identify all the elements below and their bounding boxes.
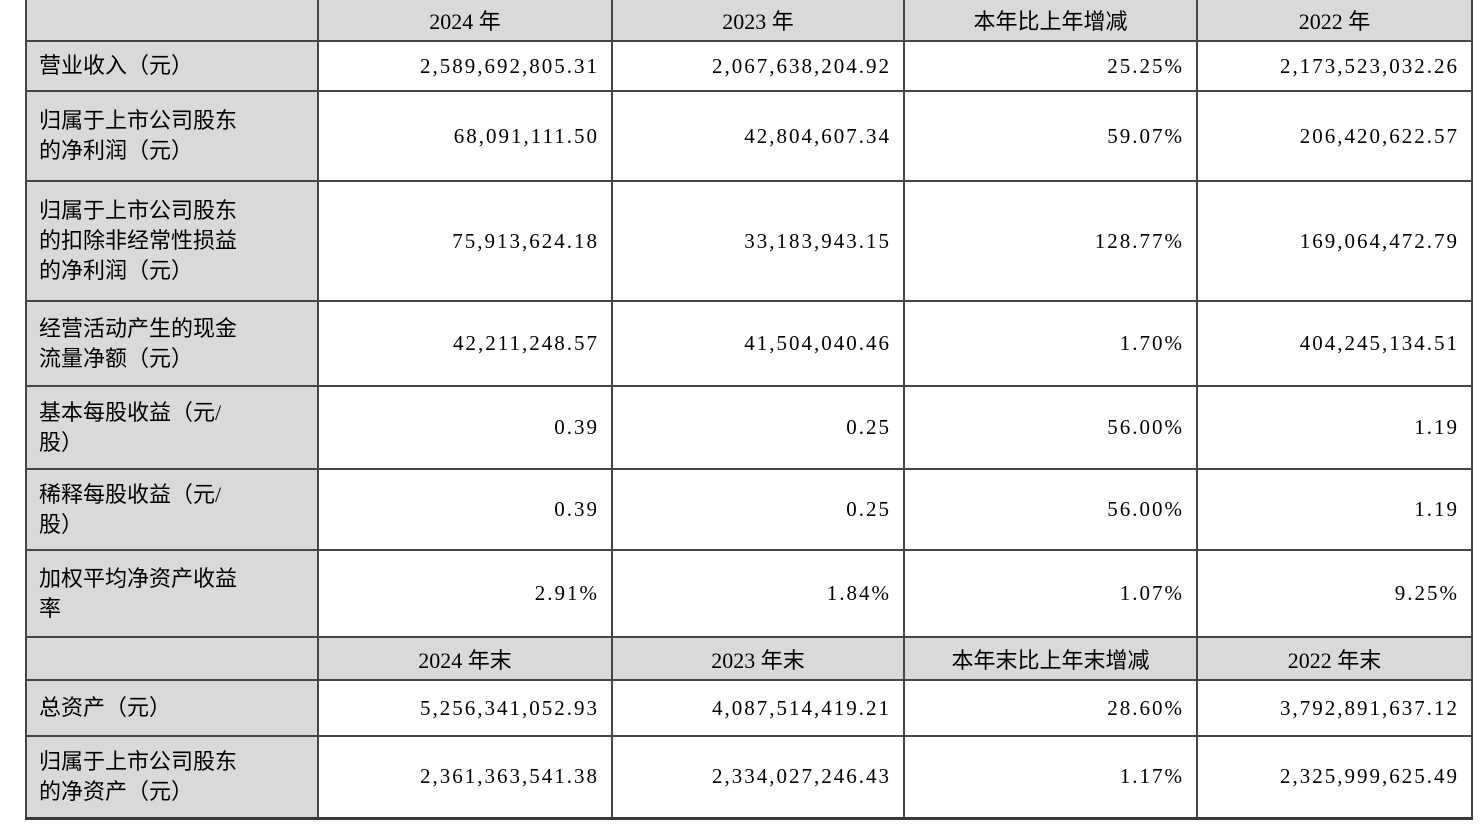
value-cell: 1.07%: [903, 549, 1198, 638]
col-header-2023: 2023 年: [611, 0, 905, 42]
value-cell: 9.25%: [1196, 549, 1473, 638]
value-cell: 25.25%: [903, 40, 1198, 92]
financial-summary-region: 2024 年 2023 年 本年比上年增减 2022 年 营业收入（元） 2,5…: [25, 0, 1473, 820]
value-cell: 0.25: [611, 385, 905, 470]
row-label-cell: 总资产（元）: [25, 679, 319, 737]
col-header-2024: 2024 年: [317, 0, 613, 42]
row-label-cell: 加权平均净资产收益 率: [25, 549, 319, 638]
value-cell: 2.91%: [317, 549, 613, 638]
row-label-cell: 归属于上市公司股东 的扣除非经常性损益 的净利润（元）: [25, 180, 319, 302]
value-cell: 2,589,692,805.31: [317, 40, 613, 92]
value-cell: 28.60%: [903, 679, 1198, 737]
col-header-2022: 2022 年: [1196, 0, 1473, 42]
col-header-2024-end: 2024 年末: [317, 636, 613, 681]
value-cell: 5,256,341,052.93: [317, 679, 613, 737]
table-row-operating-cash-flow: 经营活动产生的现金 流量净额（元） 42,211,248.57 41,504,0…: [25, 300, 1473, 387]
table-row-total-assets: 总资产（元） 5,256,341,052.93 4,087,514,419.21…: [25, 679, 1473, 737]
col-header-yoy-change: 本年比上年增减: [903, 0, 1198, 42]
value-cell: 169,064,472.79: [1196, 180, 1473, 302]
row-label-cell: 营业收入（元）: [25, 40, 319, 92]
value-cell: 1.19: [1196, 468, 1473, 551]
value-cell: 75,913,624.18: [317, 180, 613, 302]
financial-indicators-table: 2024 年 2023 年 本年比上年增减 2022 年 营业收入（元） 2,5…: [25, 0, 1473, 820]
table-row-net-profit-excl-nonrecurring: 归属于上市公司股东 的扣除非经常性损益 的净利润（元） 75,913,624.1…: [25, 180, 1473, 302]
value-cell: 56.00%: [903, 468, 1198, 551]
value-cell: 2,325,999,625.49: [1196, 735, 1473, 820]
value-cell: 1.70%: [903, 300, 1198, 387]
value-cell: 404,245,134.51: [1196, 300, 1473, 387]
value-cell: 0.25: [611, 468, 905, 551]
row-label-cell: 归属于上市公司股东 的净资产（元）: [25, 735, 319, 820]
corner-cell: [25, 0, 319, 42]
col-header-2022-end: 2022 年末: [1196, 636, 1473, 681]
value-cell: 2,067,638,204.92: [611, 40, 905, 92]
value-cell: 2,173,523,032.26: [1196, 40, 1473, 92]
value-cell: 42,804,607.34: [611, 90, 905, 182]
value-cell: 68,091,111.50: [317, 90, 613, 182]
table-row-net-assets: 归属于上市公司股东 的净资产（元） 2,361,363,541.38 2,334…: [25, 735, 1473, 820]
value-cell: 0.39: [317, 468, 613, 551]
col-header-2023-end: 2023 年末: [611, 636, 905, 681]
value-cell: 0.39: [317, 385, 613, 470]
table-row-net-profit: 归属于上市公司股东 的净利润（元） 68,091,111.50 42,804,6…: [25, 90, 1473, 182]
value-cell: 3,792,891,637.12: [1196, 679, 1473, 737]
value-cell: 2,334,027,246.43: [611, 735, 905, 820]
col-header-yearend-change: 本年末比上年末增减: [903, 636, 1198, 681]
value-cell: 4,087,514,419.21: [611, 679, 905, 737]
value-cell: 2,361,363,541.38: [317, 735, 613, 820]
table-row-basic-eps: 基本每股收益（元/ 股） 0.39 0.25 56.00% 1.19: [25, 385, 1473, 470]
table-row-revenue: 营业收入（元） 2,589,692,805.31 2,067,638,204.9…: [25, 40, 1473, 92]
table-row-diluted-eps: 稀释每股收益（元/ 股） 0.39 0.25 56.00% 1.19: [25, 468, 1473, 551]
value-cell: 42,211,248.57: [317, 300, 613, 387]
corner-cell: [25, 636, 319, 681]
period-header-row-2: 2024 年末 2023 年末 本年末比上年末增减 2022 年末: [25, 636, 1473, 681]
table-row-weighted-avg-roe: 加权平均净资产收益 率 2.91% 1.84% 1.07% 9.25%: [25, 549, 1473, 638]
value-cell: 33,183,943.15: [611, 180, 905, 302]
value-cell: 1.17%: [903, 735, 1198, 820]
value-cell: 41,504,040.46: [611, 300, 905, 387]
row-label-cell: 稀释每股收益（元/ 股）: [25, 468, 319, 551]
row-label-cell: 经营活动产生的现金 流量净额（元）: [25, 300, 319, 387]
period-header-row-1: 2024 年 2023 年 本年比上年增减 2022 年: [25, 0, 1473, 42]
value-cell: 59.07%: [903, 90, 1198, 182]
value-cell: 56.00%: [903, 385, 1198, 470]
value-cell: 128.77%: [903, 180, 1198, 302]
value-cell: 1.84%: [611, 549, 905, 638]
row-label-cell: 基本每股收益（元/ 股）: [25, 385, 319, 470]
value-cell: 1.19: [1196, 385, 1473, 470]
row-label-cell: 归属于上市公司股东 的净利润（元）: [25, 90, 319, 182]
value-cell: 206,420,622.57: [1196, 90, 1473, 182]
